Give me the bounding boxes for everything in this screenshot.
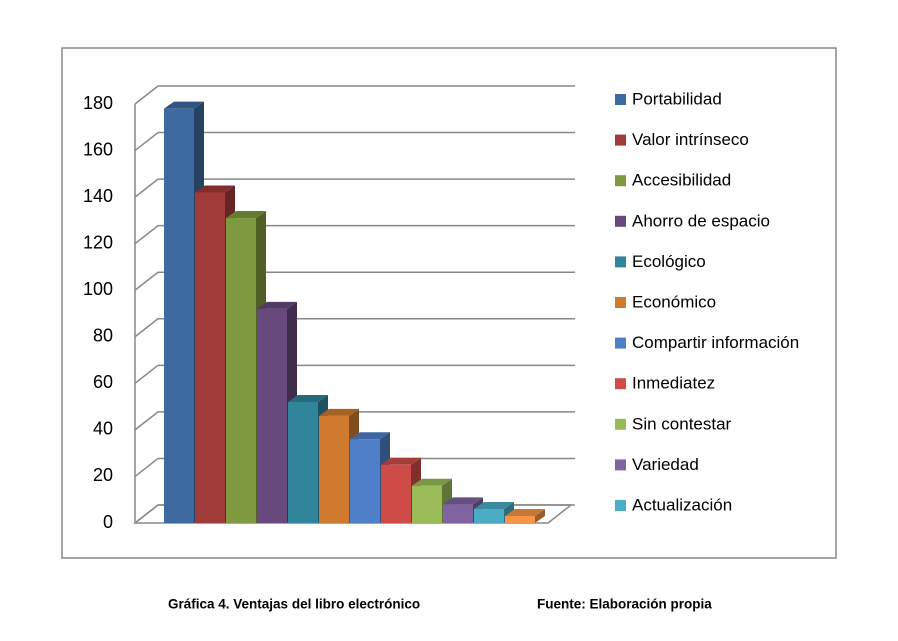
bar-top: [226, 211, 266, 219]
legend-label: Portabilidad: [632, 89, 722, 108]
legend-label: Inmediatez: [632, 374, 715, 393]
bar-top: [288, 394, 328, 402]
y-tick-label: 120: [83, 232, 113, 252]
bar-top: [505, 509, 545, 517]
grid-line: [134, 411, 575, 431]
bar-top: [319, 408, 359, 416]
y-tick-label: 140: [83, 186, 113, 206]
y-tick-label: 20: [93, 465, 113, 485]
bar: [381, 464, 411, 523]
legend-swatch: [615, 134, 626, 146]
bar-top: [195, 185, 235, 193]
legend-swatch: [615, 337, 626, 349]
legend-label: Ecológico: [632, 252, 706, 271]
bar: [195, 192, 225, 523]
bar-top: [443, 497, 483, 505]
bar: [474, 509, 504, 523]
legend-swatch: [615, 215, 626, 227]
y-tick-label: 80: [93, 326, 113, 346]
source: Fuente: Elaboración propia: [537, 597, 712, 612]
bar: [443, 504, 473, 523]
bar: [288, 401, 318, 523]
bar-top: [381, 457, 421, 465]
y-tick-label: 180: [83, 93, 113, 113]
grid-line: [134, 318, 575, 338]
legend-label: Accesibilidad: [632, 171, 731, 190]
bar-top: [474, 502, 514, 510]
caption: Gráfica 4. Ventajas del libro electrónic…: [168, 597, 420, 612]
legend-label: Ahorro de espacio: [632, 211, 770, 230]
bar: [319, 415, 349, 523]
legend-swatch: [615, 256, 626, 268]
bar: [164, 108, 194, 524]
grid-line: [134, 364, 575, 384]
legend-swatch: [615, 418, 626, 430]
legend-label: Valor intrínseco: [632, 130, 749, 149]
bar: [257, 308, 287, 523]
legend-swatch: [615, 297, 626, 308]
legend-label: Compartir información: [632, 333, 799, 352]
legend-label: Variedad: [632, 455, 699, 474]
y-tick-label: 60: [93, 372, 113, 392]
grid-line: [134, 224, 575, 245]
legend-swatch: [615, 175, 626, 187]
bar-top: [164, 101, 204, 109]
bar: [505, 516, 535, 523]
bar-top: [412, 478, 452, 486]
grid-line: [134, 131, 575, 152]
y-tick-label: 100: [83, 279, 113, 299]
bar: [226, 218, 256, 524]
y-tick-label: 0: [103, 512, 113, 532]
bar-top: [257, 301, 297, 309]
legend-label: Económico: [632, 292, 716, 311]
grid-line: [134, 271, 575, 291]
grid-line: [134, 178, 575, 198]
bar-side: [535, 509, 545, 523]
legend-swatch: [615, 459, 626, 471]
legend-label: Actualización: [632, 495, 732, 514]
legend-label: Sin contestar: [632, 414, 732, 433]
grid-line: [134, 457, 575, 478]
bar: [350, 439, 380, 523]
grid-line: [134, 85, 575, 105]
bar-top: [350, 432, 390, 440]
legend-swatch: [615, 500, 626, 511]
y-tick-label: 40: [93, 419, 113, 439]
legend-swatch: [615, 378, 626, 390]
y-tick-label: 160: [83, 139, 113, 159]
legend-swatch: [615, 94, 626, 105]
bar: [412, 485, 442, 523]
